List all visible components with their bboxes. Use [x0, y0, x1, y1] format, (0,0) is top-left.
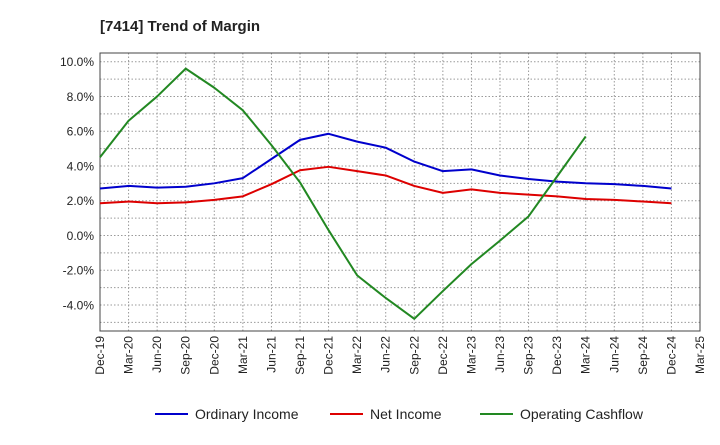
x-tick-label: Mar-20	[122, 336, 136, 374]
legend-label-operating-cashflow: Operating Cashflow	[520, 406, 644, 422]
x-tick-label: Sep-20	[179, 336, 193, 375]
x-tick-label: Dec-20	[207, 336, 221, 375]
y-axis-ticks: 10.0% 8.0% 6.0% 4.0% 2.0% 0.0% -2.0% -4.0%	[60, 55, 94, 312]
series-lines	[99, 67, 672, 320]
x-tick-label: Sep-24	[636, 336, 650, 375]
x-tick-label: Dec-21	[322, 336, 336, 375]
x-tick-label: Mar-21	[236, 336, 250, 374]
x-tick-label: Sep-22	[407, 336, 421, 375]
x-tick-label: Mar-25	[693, 336, 707, 374]
series-line-operating-cashflow	[99, 67, 587, 320]
series-line-net-income	[99, 165, 672, 205]
x-tick-label: Dec-19	[93, 336, 107, 375]
x-tick-label: Sep-23	[522, 336, 536, 375]
y-tick-label: 0.0%	[67, 229, 95, 243]
legend-label-net-income: Net Income	[370, 406, 442, 422]
y-tick-label: 10.0%	[60, 55, 94, 69]
x-tick-label: Sep-21	[293, 336, 307, 375]
chart-title: [7414] Trend of Margin	[100, 18, 260, 35]
y-tick-label: 2.0%	[67, 194, 95, 208]
y-tick-label: 8.0%	[67, 90, 95, 104]
x-tick-label: Mar-24	[579, 336, 593, 374]
x-tick-label: Jun-23	[493, 336, 507, 373]
legend: Ordinary Income Net Income Operating Cashf…	[155, 406, 644, 422]
x-tick-label: Dec-23	[550, 336, 564, 375]
y-tick-label: 6.0%	[67, 125, 95, 139]
x-tick-label: Mar-22	[350, 336, 364, 374]
x-tick-label: Mar-23	[464, 336, 478, 374]
y-tick-label: -2.0%	[63, 264, 95, 278]
x-tick-label: Dec-24	[664, 336, 678, 375]
grid	[99, 53, 701, 331]
plot-frame	[99, 52, 701, 332]
y-tick-label: 4.0%	[67, 159, 95, 173]
x-axis-ticks: Dec-19 Mar-20 Jun-20 Sep-20 Dec-20 Mar-21 Jun-…	[93, 336, 707, 375]
legend-label-ordinary-income: Ordinary Income	[195, 406, 299, 422]
x-tick-label: Jun-24	[607, 336, 621, 373]
x-tick-label: Jun-20	[150, 336, 164, 373]
x-tick-label: Jun-21	[264, 336, 278, 373]
x-tick-label: Jun-22	[379, 336, 393, 373]
series-line-ordinary-income	[99, 132, 672, 190]
x-tick-label: Dec-22	[436, 336, 450, 375]
y-tick-label: -4.0%	[63, 298, 95, 312]
